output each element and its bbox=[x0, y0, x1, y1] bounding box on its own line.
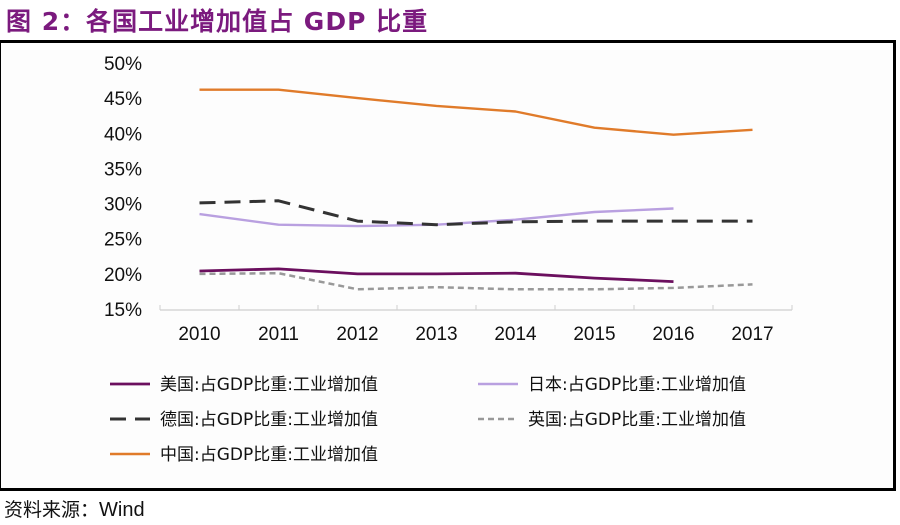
y-tick-label: 30% bbox=[104, 195, 142, 216]
series-lines bbox=[199, 88, 753, 291]
legend-item-japan: 日本:占GDP比重:工业增加值 bbox=[478, 375, 746, 395]
series-line-germany bbox=[199, 199, 753, 227]
figure-title: 图 2：各国工业增加值占 GDP 比重 bbox=[6, 7, 429, 36]
legend-item-china: 中国:占GDP比重:工业增加值 bbox=[110, 445, 378, 465]
series-line-usa bbox=[199, 267, 674, 283]
y-tick-label: 50% bbox=[104, 54, 142, 75]
x-axis-tick-labels: 2010 2011 2012 2013 2014 2015 2016 2017 bbox=[178, 324, 773, 345]
y-axis-tick-labels: 15% 20% 25% 30% 35% 40% 45% 50% bbox=[104, 54, 142, 321]
legend-item-germany: 德国:占GDP比重:工业增加值 bbox=[110, 410, 378, 430]
x-tick-label: 2014 bbox=[494, 324, 537, 345]
x-tick-label: 2015 bbox=[573, 324, 615, 345]
y-tick-label: 45% bbox=[104, 89, 142, 110]
legend-label: 美国:占GDP比重:工业增加值 bbox=[160, 375, 378, 395]
y-tick-label: 15% bbox=[104, 300, 142, 321]
x-tick-label: 2010 bbox=[178, 324, 220, 345]
legend-label: 中国:占GDP比重:工业增加值 bbox=[160, 445, 378, 465]
legend-item-usa: 美国:占GDP比重:工业增加值 bbox=[110, 375, 378, 395]
figure-frame bbox=[0, 40, 896, 491]
y-tick-label: 40% bbox=[104, 124, 142, 145]
y-tick-label: 25% bbox=[104, 230, 142, 251]
legend-label: 日本:占GDP比重:工业增加值 bbox=[528, 375, 746, 395]
source-value: Wind bbox=[99, 499, 145, 521]
source-label: 资料来源： bbox=[4, 499, 100, 521]
legend-label: 德国:占GDP比重:工业增加值 bbox=[160, 410, 378, 430]
x-tick-label: 2012 bbox=[336, 324, 378, 345]
source-note: 资料来源：Wind bbox=[4, 495, 145, 522]
x-tick-label: 2013 bbox=[415, 324, 457, 345]
legend: 美国:占GDP比重:工业增加值 日本:占GDP比重:工业增加值德国:占GDP比重:… bbox=[110, 375, 746, 465]
legend-item-uk: 英国:占GDP比重:工业增加值 bbox=[478, 410, 746, 430]
x-axis bbox=[159, 305, 793, 311]
y-tick-label: 35% bbox=[104, 159, 142, 180]
x-tick-label: 2016 bbox=[652, 324, 694, 345]
series-line-china bbox=[199, 88, 753, 136]
y-tick-label: 20% bbox=[104, 265, 142, 286]
x-tick-label: 2017 bbox=[731, 324, 773, 345]
legend-label: 英国:占GDP比重:工业增加值 bbox=[528, 410, 746, 430]
series-line-uk bbox=[199, 271, 753, 291]
x-tick-label: 2011 bbox=[258, 324, 299, 345]
